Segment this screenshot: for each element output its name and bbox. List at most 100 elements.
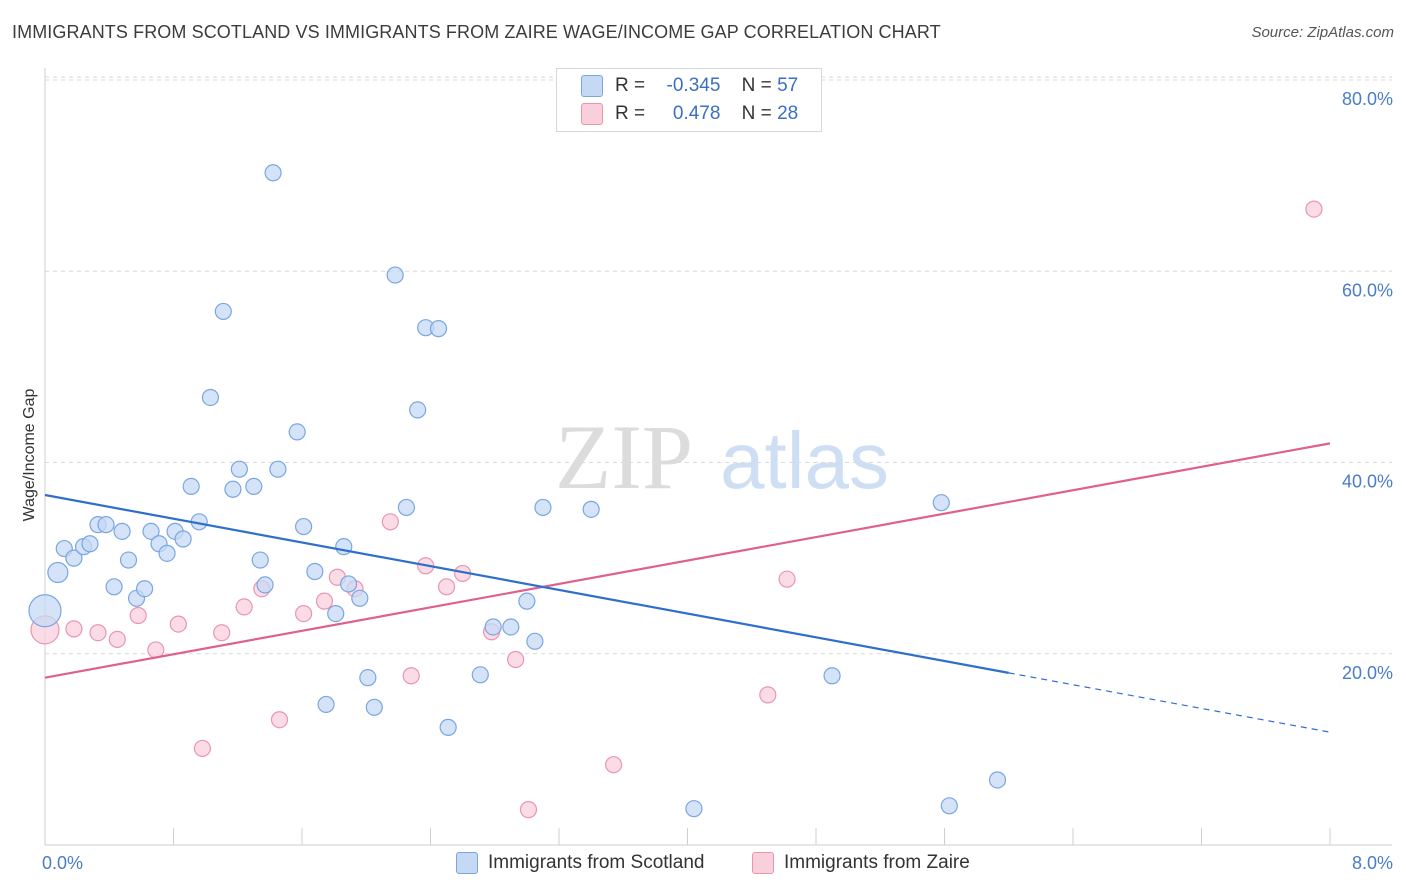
point-scotland: [135, 580, 154, 598]
y-axis-label: Wage/Income Gap: [21, 389, 38, 522]
point-scotland: [484, 618, 502, 636]
point-zaire: [778, 570, 796, 588]
chart-title: IMMIGRANTS FROM SCOTLAND VS IMMIGRANTS F…: [12, 22, 941, 42]
point-scotland: [105, 578, 123, 596]
trend-line-scotland: [44, 493, 1009, 674]
point-zaire: [381, 513, 399, 531]
point-scotland: [823, 667, 841, 685]
y-tick-label: 20.0%: [1342, 663, 1393, 683]
point-scotland: [429, 320, 448, 338]
point-scotland: [397, 498, 416, 517]
tick-labels: 20.0% 40.0% 60.0% 80.0% 0.0% 8.0%: [42, 89, 1393, 873]
point-zaire: [129, 606, 147, 625]
point-zaire: [519, 801, 538, 819]
point-scotland: [988, 771, 1007, 789]
point-zaire: [89, 624, 107, 642]
point-scotland: [288, 423, 306, 441]
point-scotland: [256, 576, 274, 594]
point-scotland: [295, 517, 313, 536]
legend-n-value-zaire: 28: [777, 103, 799, 124]
point-scotland: [471, 666, 489, 684]
x-tick-label-min: 0.0%: [42, 853, 83, 873]
point-zaire: [193, 739, 212, 758]
trend-line-scotland-extrapolated: [1008, 672, 1331, 733]
point-zaire: [295, 604, 313, 623]
point-scotland: [245, 477, 263, 496]
legend-swatch-zaire: [581, 103, 603, 125]
point-scotland: [65, 549, 83, 567]
point-scotland: [224, 480, 242, 498]
point-zaire: [65, 620, 83, 638]
point-scotland: [526, 632, 544, 650]
legend-swatch-scotland: [456, 852, 478, 874]
legend-n-label: N =: [741, 103, 772, 124]
point-scotland: [502, 618, 520, 636]
y-tick-label: 80.0%: [1342, 89, 1393, 109]
point-scotland: [386, 266, 404, 284]
trend-line-zaire: [44, 442, 1331, 679]
point-scotland: [351, 589, 369, 607]
point-scotland: [359, 669, 377, 687]
legend-swatch-zaire: [752, 852, 774, 874]
point-scotland: [327, 604, 345, 623]
legend-label-scotland: Immigrants from Scotland: [488, 852, 705, 874]
point-scotland: [119, 551, 138, 569]
point-scotland: [439, 718, 457, 736]
legend-r-label: R =: [615, 103, 646, 124]
point-scotland: [269, 460, 287, 478]
point-zaire: [437, 578, 456, 596]
point-zaire: [315, 592, 334, 610]
point-scotland: [518, 592, 536, 610]
point-scotland: [28, 594, 62, 628]
correlation-legend: R = -0.345 N = 57 R = 0.478 N = 28: [556, 68, 822, 132]
watermark: ZIP atlas: [555, 406, 889, 508]
trend-lines: [44, 442, 1331, 733]
point-scotland: [306, 562, 324, 581]
y-tick-label: 60.0%: [1342, 280, 1393, 300]
point-scotland: [409, 401, 427, 419]
point-scotland: [685, 800, 703, 818]
point-zaire: [605, 756, 623, 774]
legend-row-scotland: R = -0.345 N = 57: [581, 73, 798, 99]
point-scotland: [940, 797, 958, 815]
data-points: [28, 164, 1323, 819]
point-zaire: [507, 650, 525, 669]
point-zaire: [169, 615, 187, 633]
x-tick-label-max: 8.0%: [1352, 853, 1393, 873]
point-zaire: [402, 667, 420, 685]
series-legend: Immigrants from Scotland Immigrants from…: [0, 850, 1406, 880]
legend-r-value-zaire: 0.478: [672, 103, 721, 124]
point-scotland: [97, 516, 115, 534]
point-scotland: [182, 477, 200, 496]
point-scotland: [113, 522, 131, 540]
point-scotland: [142, 522, 160, 540]
point-scotland: [317, 695, 335, 714]
point-scotland: [339, 575, 358, 593]
legend-n-label: N =: [741, 75, 772, 96]
point-scotland: [158, 544, 176, 562]
legend-r-value-scotland: -0.345: [666, 75, 721, 96]
point-scotland: [264, 164, 282, 182]
point-zaire: [235, 598, 253, 616]
point-zaire: [213, 624, 231, 642]
legend-item-scotland: Immigrants from Scotland: [456, 852, 704, 874]
point-zaire: [108, 630, 126, 649]
gridlines: [45, 76, 1392, 655]
point-zaire: [270, 711, 289, 729]
legend-row-zaire: R = 0.478 N = 28: [581, 101, 798, 127]
axes: [44, 68, 1392, 846]
point-scotland: [365, 698, 383, 716]
point-scotland: [174, 530, 192, 548]
point-scotland: [214, 302, 232, 321]
watermark-atlas: atlas: [720, 416, 889, 505]
legend-r-label: R =: [615, 75, 646, 96]
point-scotland: [251, 551, 269, 569]
point-zaire: [759, 686, 777, 704]
legend-n-value-scotland: 57: [777, 75, 799, 96]
point-scotland: [582, 500, 600, 518]
legend-swatch-scotland: [581, 75, 603, 97]
point-scotland: [81, 535, 99, 553]
point-scotland: [534, 498, 552, 517]
point-zaire: [1305, 200, 1323, 218]
